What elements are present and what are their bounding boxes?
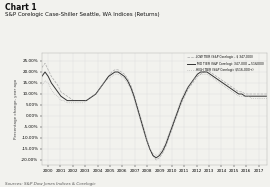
Legend: LOW TIER (S&P Corelogic - $ 347,000), MID TIER (S&P Corelogic $347,000 - $516,00: LOW TIER (S&P Corelogic - $ 347,000), MI… xyxy=(187,55,266,72)
Text: Chart 1: Chart 1 xyxy=(5,3,37,12)
Text: S&P Corelogic Case-Shiller Seattle, WA Indices (Returns): S&P Corelogic Case-Shiller Seattle, WA I… xyxy=(5,12,160,17)
Text: Sources: S&P Dow Jones Indices & Corelogic: Sources: S&P Dow Jones Indices & Corelog… xyxy=(5,182,96,186)
Y-axis label: Percentage change, year ago: Percentage change, year ago xyxy=(15,79,18,140)
